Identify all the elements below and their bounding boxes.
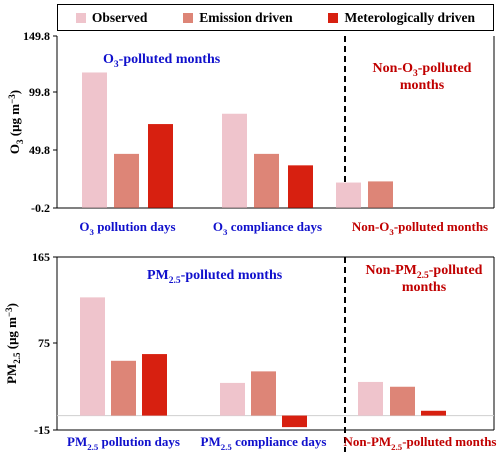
pm25-annotation-line2: months (402, 280, 447, 295)
pm25-group-label: PM2.5 compliance days (201, 434, 327, 452)
o3-y-tick-label: 49.8 (29, 143, 50, 157)
pm25-group-label: PM2.5 pollution days (67, 434, 180, 452)
pm25-annotation: PM2.5-polluted months (147, 268, 283, 286)
o3-group-label: O3 pollution days (79, 219, 175, 237)
legend-swatch-observed (75, 12, 86, 23)
pm25-bar-emission-driven (390, 386, 415, 416)
legend-label-emission: Emission driven (199, 9, 293, 25)
pm25-bar-meterologically-driven (282, 415, 307, 428)
o3-bar-meterologically-driven (288, 165, 313, 208)
pm25-bar-emission-driven (111, 360, 136, 416)
o3-bar-observed (82, 72, 107, 208)
o3-bar-emission-driven (368, 181, 393, 208)
pm25-bar-observed (80, 297, 105, 416)
o3-bar-observed (222, 113, 247, 208)
pm25-bar-meterologically-driven (421, 410, 446, 416)
pm25-bar-meterologically-driven (142, 354, 167, 416)
legend-item-observed: Observed (75, 9, 148, 26)
o3-bar-observed (336, 182, 361, 208)
pm25-group-label: Non-PM2.5-polluted months (344, 434, 497, 452)
o3-group-label: Non-O3-polluted months (352, 219, 488, 237)
o3-bar-meterologically-driven (148, 124, 173, 208)
o3-group-label: O3 compliance days (213, 219, 322, 237)
o3-annotation-line2: months (400, 78, 445, 93)
o3-annotation: O3-polluted months (103, 52, 221, 70)
legend-swatch-emission (183, 12, 194, 23)
legend-swatch-meteorological (328, 12, 339, 23)
legend-item-meteorological: Meterologically driven (328, 10, 475, 26)
o3-annotation: Non-O3-polluted (373, 61, 472, 79)
legend-label-observed: Observed (91, 9, 148, 25)
o3-bar-emission-driven (114, 153, 139, 208)
pm25-annotation: Non-PM2.5-polluted (366, 263, 483, 281)
o3-y-axis-label: O3 (μg m−3) (7, 90, 25, 154)
o3-y-tick-label: 149.8 (23, 29, 50, 43)
legend: Observed Emission driven Meterologically… (57, 4, 494, 31)
pm25-y-tick-label: -15 (34, 423, 50, 437)
legend-label-meteorological: Meterologically driven (344, 9, 476, 25)
pm25-bar-observed (220, 382, 245, 416)
pm25-y-tick-label: 165 (32, 250, 50, 264)
pm25-y-axis-label: PM2.5 (μg m−3) (4, 303, 22, 384)
pm25-bar-observed (358, 381, 383, 416)
pm25-y-tick-label: 75 (38, 336, 50, 350)
legend-item-emission: Emission driven (183, 9, 293, 26)
o3-y-tick-label: 99.8 (29, 85, 50, 99)
o3-y-tick-label: -0.2 (31, 201, 50, 215)
o3-bar-emission-driven (254, 153, 279, 208)
pm25-bar-emission-driven (251, 371, 276, 416)
